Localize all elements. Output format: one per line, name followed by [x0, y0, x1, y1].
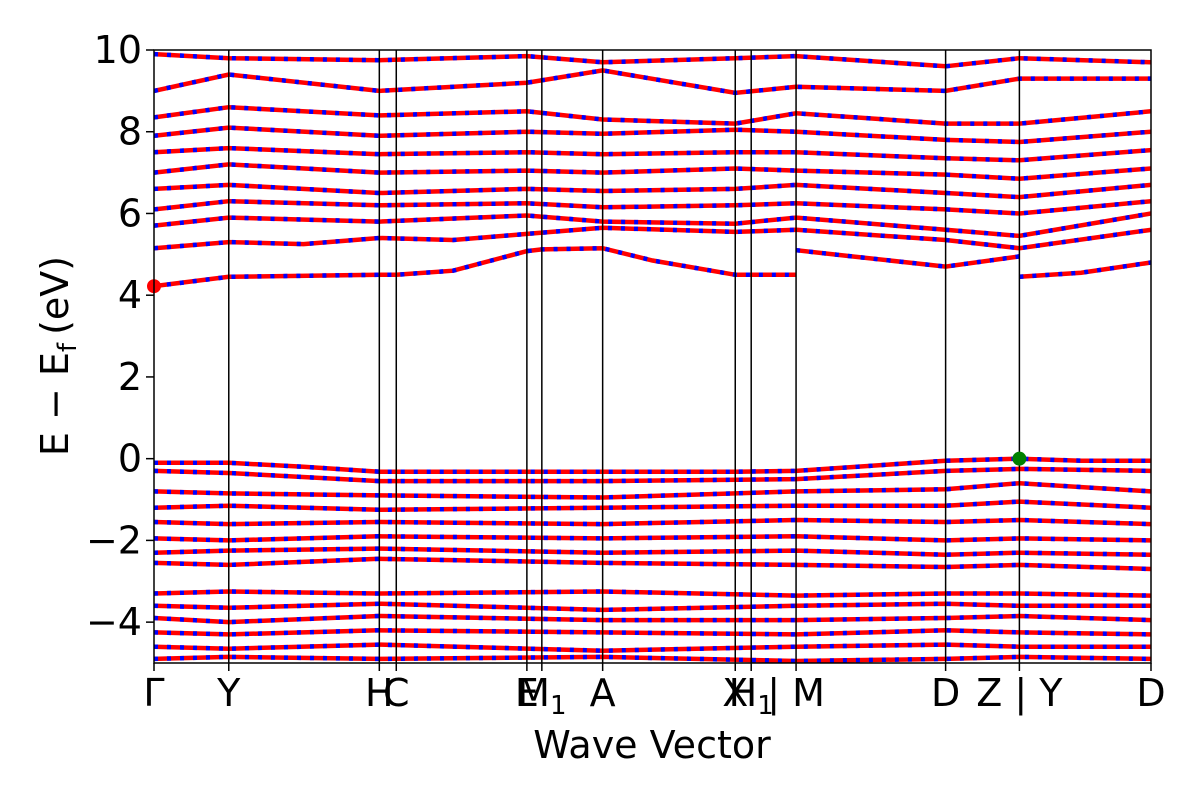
- band-up-9: [154, 125, 1151, 145]
- x-tick-label-8: H1: [729, 671, 774, 721]
- kpoint-divider-lines: [228, 50, 1021, 663]
- x-tick-label-2: H: [365, 671, 394, 715]
- band-up-18: [154, 534, 1151, 543]
- x-tick-label-12: D: [1136, 671, 1165, 715]
- band-up-23: [154, 613, 1151, 625]
- x-tick-label-1: Y: [216, 671, 241, 715]
- band-up-3: [154, 225, 1151, 251]
- x-tick-label-10: D: [931, 671, 960, 715]
- band-up-5: [154, 198, 1151, 216]
- band-up-6: [154, 182, 1151, 200]
- band-up-19: [154, 546, 1151, 557]
- x-tick-label-4: E: [515, 671, 539, 715]
- band-up-8: [154, 145, 1151, 163]
- band-up-4: [154, 211, 1151, 239]
- band-up-17: [154, 517, 1151, 527]
- y-tick-label-0: −4: [86, 600, 142, 644]
- y-axis-title: E − Ef(eV): [33, 256, 83, 456]
- x-axis-ticks: Γ Y HC EM1 A XH1| M D Z | Y D: [143, 663, 1166, 721]
- band-down-11: [154, 68, 1151, 96]
- band-up-12: [154, 51, 1151, 69]
- y-tick-label-6: 8: [118, 110, 142, 154]
- x-tick-label-5: M1: [517, 671, 566, 721]
- x-tick-label-0: Γ: [143, 671, 164, 715]
- band-up-7: [154, 162, 1151, 181]
- x-tick-label-9: | M: [767, 671, 825, 716]
- vbm-marker: [1012, 451, 1027, 466]
- band-down-13: [154, 456, 1151, 474]
- x-tick-label-6: A: [590, 671, 616, 715]
- band-up-14: [154, 466, 1151, 484]
- band-up-10: [154, 104, 1151, 126]
- plot-frame: [153, 49, 1152, 664]
- y-tick-label-5: 6: [118, 191, 142, 235]
- band-up-15: [154, 480, 1151, 500]
- y-axis-ticks: −4 −2 0 2 4 6 8 10: [86, 28, 154, 644]
- x-axis-title: Wave Vector: [533, 723, 771, 767]
- y-tick-label-7: 10: [94, 28, 142, 72]
- band-up-24: [154, 628, 1151, 637]
- band-up-20: [154, 556, 1151, 572]
- x-tick-label-3: C: [383, 671, 410, 715]
- band-up-26: [154, 654, 1151, 663]
- band-down-1: [795, 247, 1020, 269]
- y-tick-label-1: −2: [86, 518, 142, 562]
- band-up-2: [1019, 260, 1151, 280]
- y-tick-label-3: 2: [118, 355, 142, 399]
- y-tick-label-4: 4: [118, 273, 142, 317]
- x-tick-label-7: X: [722, 671, 748, 715]
- band-up-21: [154, 589, 1151, 598]
- band-up-25: [154, 642, 1151, 653]
- x-tick-label-11: Z | Y: [976, 671, 1063, 716]
- band-lines: [154, 51, 1151, 663]
- y-tick-label-2: 0: [118, 437, 142, 481]
- band-up-16: [154, 499, 1151, 513]
- band-up-22: [154, 601, 1151, 613]
